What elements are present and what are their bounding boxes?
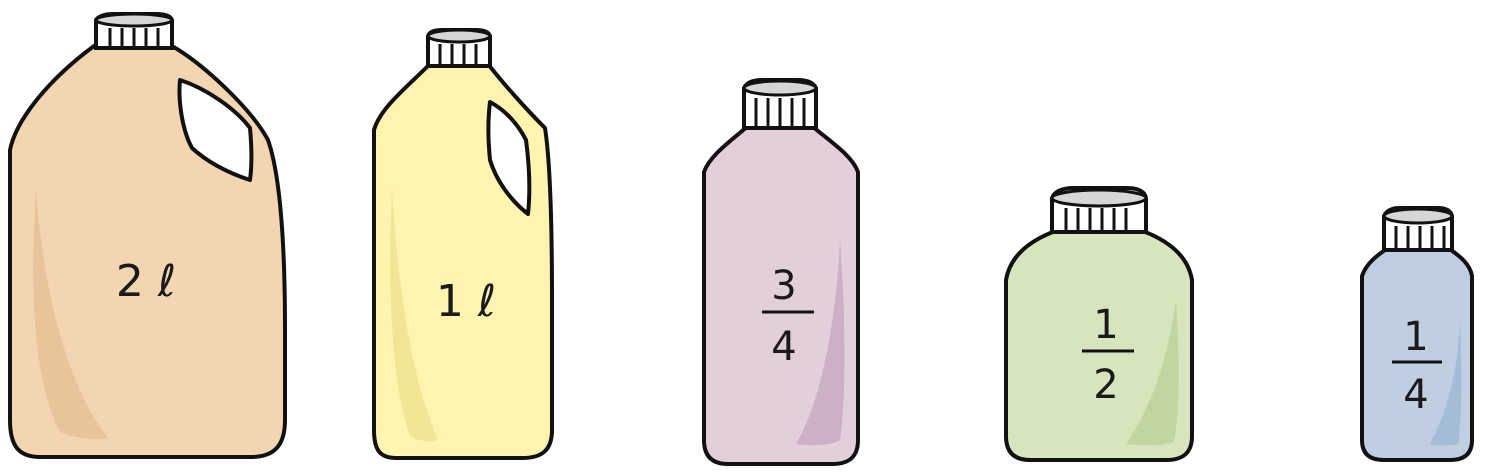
bottle-half: 1 2 xyxy=(1004,186,1194,462)
jug-1-litre-shade xyxy=(390,190,438,442)
jug-2-litre-cap xyxy=(94,12,174,50)
fraction-denominator: 4 xyxy=(771,324,796,370)
jug-1-litre-handle-hole xyxy=(486,100,532,216)
bottle-quarter: 1 4 xyxy=(1360,206,1474,462)
fraction-three-quarters: 3 4 xyxy=(762,263,814,370)
jug-1-litre: 1 ℓ xyxy=(372,28,554,460)
fraction-denominator: 2 xyxy=(1093,362,1118,408)
bottle-half-body xyxy=(1004,228,1194,462)
bottle-half-shade xyxy=(1126,300,1179,446)
fraction-numerator: 1 xyxy=(1093,302,1118,348)
bottle-quarter-cap xyxy=(1382,206,1454,252)
bottle-three-quarters-shade xyxy=(796,240,845,446)
fraction-one-half: 1 2 xyxy=(1082,302,1134,408)
jug-2-litre-handle-hole xyxy=(177,78,254,182)
fraction-numerator: 3 xyxy=(771,263,796,309)
bottle-three-quarters-body xyxy=(702,124,860,466)
bottle-quarter-shade xyxy=(1430,320,1462,446)
jug-2-litre: 2 ℓ xyxy=(8,12,287,459)
jug-1-litre-label: 1 ℓ xyxy=(436,276,496,327)
bottle-half-cap xyxy=(1050,186,1148,234)
jug-1-litre-cap xyxy=(426,28,492,68)
bottle-quarter-body xyxy=(1360,246,1474,462)
bottle-three-quarters-cap xyxy=(742,78,818,130)
fraction-numerator: 1 xyxy=(1403,314,1428,360)
jug-2-litre-label: 2 ℓ xyxy=(116,256,176,307)
jug-2-litre-shade xyxy=(33,190,109,440)
fraction-denominator: 4 xyxy=(1403,372,1428,418)
bottle-three-quarters: 3 4 xyxy=(702,78,860,466)
fraction-one-quarter: 1 4 xyxy=(1392,314,1442,418)
